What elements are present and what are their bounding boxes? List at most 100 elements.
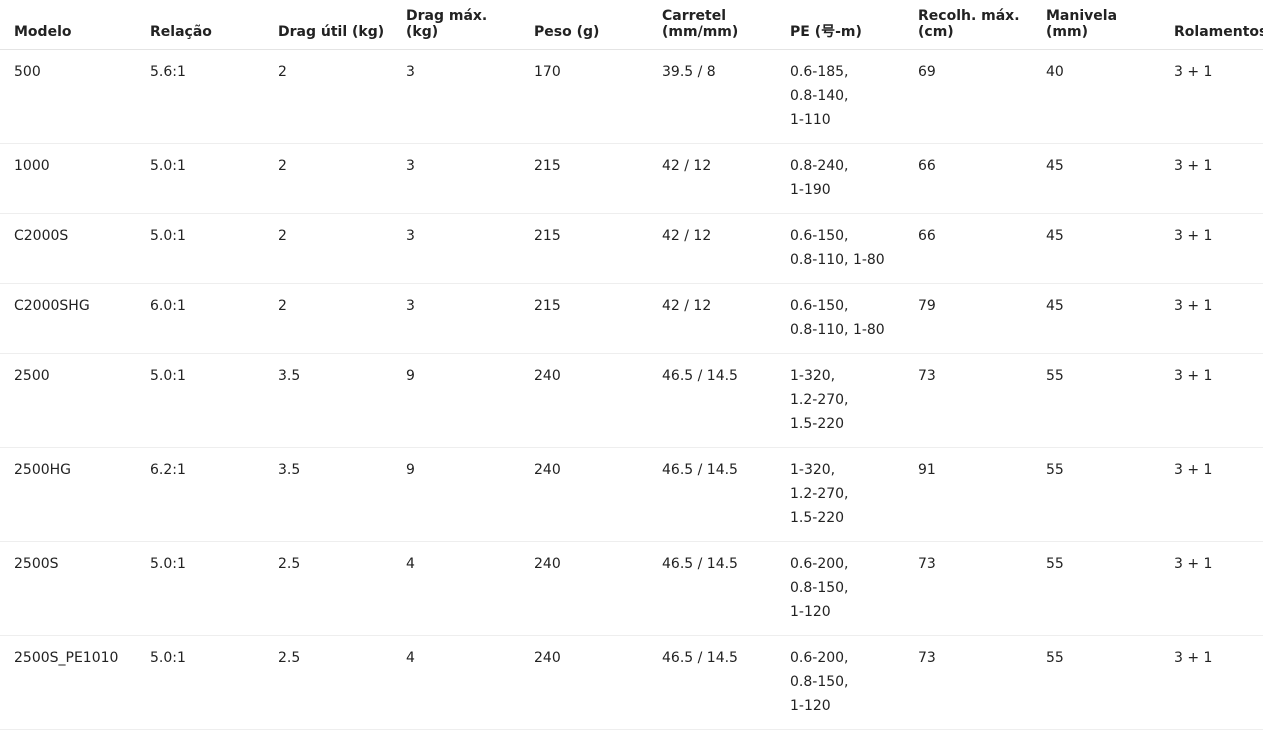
table-cell: 66 bbox=[918, 143, 1046, 214]
header-cell: Carretel (mm/mm) bbox=[662, 0, 790, 50]
table-cell: 3 + 1 bbox=[1174, 143, 1263, 214]
cell-text: 42 / 12 bbox=[662, 158, 712, 174]
cell-text: 3 bbox=[406, 298, 415, 314]
cell-text: 500 bbox=[14, 64, 41, 80]
cell-text: 69 bbox=[918, 64, 936, 80]
cell-text: 3 + 1 bbox=[1174, 368, 1213, 384]
cell-text: 0.8-110, 1-80 bbox=[790, 252, 885, 268]
cell-text: 0.8-110, 1-80 bbox=[790, 322, 885, 338]
table-cell: C2000S bbox=[0, 213, 150, 284]
cell-text: (mm) bbox=[1046, 24, 1088, 40]
cell-text: Drag máx. bbox=[406, 8, 488, 24]
table-cell: 0.6-150, 0.8-110, 1-80 bbox=[790, 283, 918, 354]
table-cell: 240 bbox=[534, 447, 662, 542]
table-cell: 215 bbox=[534, 283, 662, 354]
header-cell: Drag máx. (kg) bbox=[406, 0, 534, 50]
table-cell: 3 + 1 bbox=[1174, 635, 1263, 730]
table-cell: 91 bbox=[918, 447, 1046, 542]
cell-text: 42 / 12 bbox=[662, 228, 712, 244]
table-cell: 42 / 12 bbox=[662, 283, 790, 354]
cell-text: 45 bbox=[1046, 158, 1064, 174]
table-cell: 2 bbox=[278, 143, 406, 214]
cell-text: 1-320, bbox=[790, 462, 836, 478]
header-cell: Recolh. máx. (cm) bbox=[918, 0, 1046, 50]
table-cell: 39.5 / 8 bbox=[662, 49, 790, 144]
table-cell: 46.5 / 14.5 bbox=[662, 447, 790, 542]
table-cell: 1-320, 1.2-270, 1.5-220 bbox=[790, 447, 918, 542]
table-cell: 3 + 1 bbox=[1174, 541, 1263, 636]
cell-text: 2 bbox=[278, 64, 287, 80]
cell-text: 46.5 / 14.5 bbox=[662, 650, 738, 666]
table-cell: 6.0:1 bbox=[150, 283, 278, 354]
table-cell: 5.0:1 bbox=[150, 541, 278, 636]
cell-text: PE (号-m) bbox=[790, 24, 862, 40]
table-cell: 2500S bbox=[0, 541, 150, 636]
table-cell: 69 bbox=[918, 49, 1046, 144]
cell-text: C2000S bbox=[14, 228, 69, 244]
cell-text: 0.8-240, bbox=[790, 158, 849, 174]
header-cell: Relação bbox=[150, 0, 278, 50]
table-row: C2000S 5.0:1 2 3 215 42 / 12 0.6-150, 0.8-110, … bbox=[0, 213, 1263, 284]
table-cell: 2.5 bbox=[278, 635, 406, 730]
table-row: C2000SHG 6.0:1 2 3 215 42 / 12 0.6-150, 0.8-110… bbox=[0, 283, 1263, 354]
table-cell: 79 bbox=[918, 283, 1046, 354]
cell-text: 3 + 1 bbox=[1174, 64, 1213, 80]
cell-text: 4 bbox=[406, 650, 415, 666]
cell-text: Modelo bbox=[14, 24, 72, 40]
table-cell: 55 bbox=[1046, 353, 1174, 448]
header-row: Modelo Relação Drag útil (kg) Drag máx. (kg)… bbox=[0, 0, 1263, 50]
table-cell: 1-320, 1.2-270, 1.5-220 bbox=[790, 353, 918, 448]
cell-text: 66 bbox=[918, 158, 936, 174]
cell-text: 2500 bbox=[14, 368, 50, 384]
cell-text: 5.0:1 bbox=[150, 650, 186, 666]
cell-text: 215 bbox=[534, 298, 561, 314]
cell-text: 3 + 1 bbox=[1174, 650, 1213, 666]
table-cell: 0.6-200, 0.8-150, 1-120 bbox=[790, 541, 918, 636]
table-cell: 45 bbox=[1046, 143, 1174, 214]
table-cell: 2 bbox=[278, 49, 406, 144]
table-row: 2500 5.0:1 3.5 9 240 46.5 / 14.5 1-320, 1.2-270… bbox=[0, 353, 1263, 448]
table-cell: 5.0:1 bbox=[150, 353, 278, 448]
cell-text: 66 bbox=[918, 228, 936, 244]
cell-text: 55 bbox=[1046, 556, 1064, 572]
table-cell: 5.0:1 bbox=[150, 213, 278, 284]
table-row: 500 5.6:1 2 3 170 39.5 / 8 0.6-185, 0.8-140, 1-1… bbox=[0, 49, 1263, 144]
header-cell: Rolamentos bbox=[1174, 0, 1263, 50]
cell-text: 46.5 / 14.5 bbox=[662, 368, 738, 384]
cell-text: 2500S bbox=[14, 556, 59, 572]
cell-text: 46.5 / 14.5 bbox=[662, 556, 738, 572]
table-row: 2500HG 6.2:1 3.5 9 240 46.5 / 14.5 1-320, 1.2-2… bbox=[0, 447, 1263, 542]
cell-text: 1-110 bbox=[790, 112, 831, 128]
cell-text: 170 bbox=[534, 64, 561, 80]
cell-text: 240 bbox=[534, 650, 561, 666]
cell-text: 9 bbox=[406, 462, 415, 478]
cell-text: 1-120 bbox=[790, 604, 831, 620]
cell-text: 5.6:1 bbox=[150, 64, 186, 80]
cell-text: 5.0:1 bbox=[150, 556, 186, 572]
table-cell: 2500HG bbox=[0, 447, 150, 542]
cell-text: 2 bbox=[278, 228, 287, 244]
table-cell: 46.5 / 14.5 bbox=[662, 541, 790, 636]
cell-text: 3 + 1 bbox=[1174, 158, 1213, 174]
table-cell: 0.8-240, 1-190 bbox=[790, 143, 918, 214]
cell-text: 1.2-270, bbox=[790, 392, 849, 408]
table-cell: 3 bbox=[406, 49, 534, 144]
table-cell: 2500 bbox=[0, 353, 150, 448]
cell-text: 55 bbox=[1046, 368, 1064, 384]
cell-text: 40 bbox=[1046, 64, 1064, 80]
cell-text: 215 bbox=[534, 158, 561, 174]
cell-text: 3 + 1 bbox=[1174, 228, 1213, 244]
cell-text: Rolamentos bbox=[1174, 24, 1263, 40]
cell-text: 240 bbox=[534, 556, 561, 572]
cell-text: 240 bbox=[534, 462, 561, 478]
cell-text: 73 bbox=[918, 556, 936, 572]
table-cell: 500 bbox=[0, 49, 150, 144]
cell-text: 3.5 bbox=[278, 368, 301, 384]
cell-text: 2 bbox=[278, 158, 287, 174]
table-cell: 4 bbox=[406, 635, 534, 730]
table-cell: 2 bbox=[278, 283, 406, 354]
table-cell: 0.6-150, 0.8-110, 1-80 bbox=[790, 213, 918, 284]
table-cell: 1000 bbox=[0, 143, 150, 214]
cell-text: 5.0:1 bbox=[150, 158, 186, 174]
table-cell: 42 / 12 bbox=[662, 213, 790, 284]
